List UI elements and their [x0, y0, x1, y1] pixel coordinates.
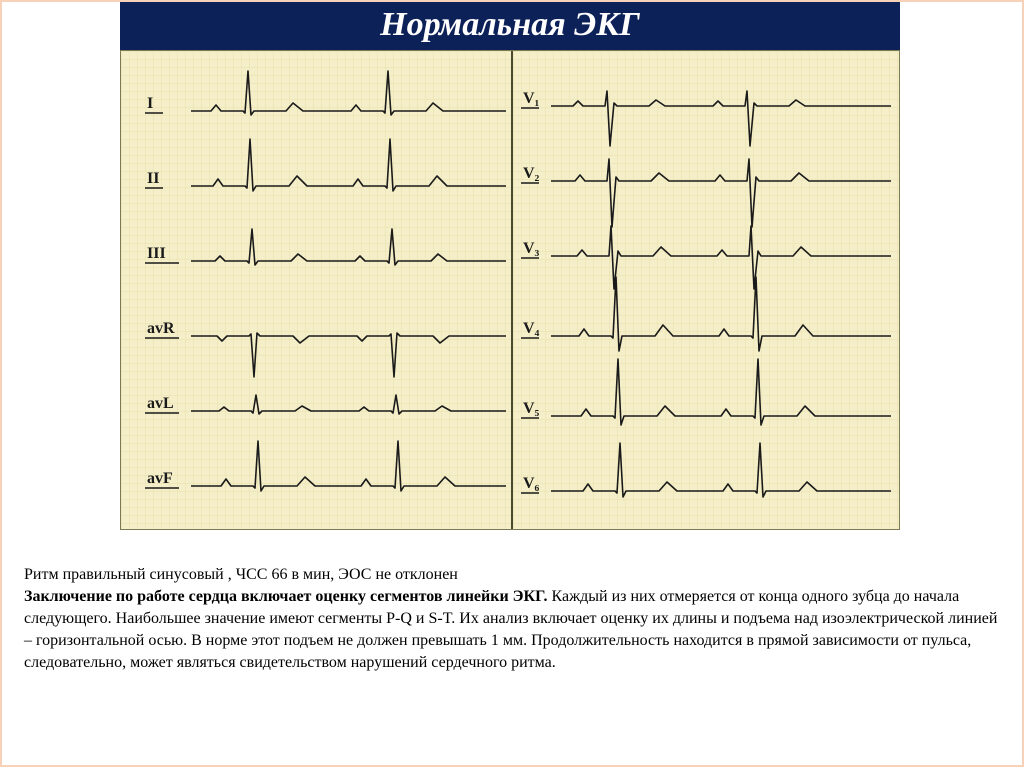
lead-label: V₄: [523, 320, 539, 338]
desc-line1: Ритм правильный синусовый , ЧСС 66 в мин…: [24, 566, 458, 583]
lead-label: avF: [147, 470, 173, 488]
lead-label: V₃: [523, 240, 539, 258]
slide-title: Нормальная ЭКГ: [120, 0, 900, 50]
ecg-panel: IIIIIIavRavLavFV₁V₂V₃V₄V₅V₆: [120, 50, 900, 530]
ecg-traces: [121, 51, 901, 531]
lead-label: avL: [147, 395, 174, 413]
lead-label: V₆: [523, 475, 539, 493]
lead-label: V₅: [523, 400, 539, 418]
desc-bold: Заключение по работе сердца включает оце…: [24, 588, 548, 605]
lead-label: V₂: [523, 165, 539, 183]
lead-label: II: [147, 170, 159, 188]
lead-label: III: [147, 245, 166, 263]
lead-label: V₁: [523, 90, 539, 108]
ecg-slide: Нормальная ЭКГ IIIIIIavRavLavFV₁V₂V₃V₄V₅…: [120, 0, 900, 530]
lead-label: avR: [147, 320, 175, 338]
description-text: Ритм правильный синусовый , ЧСС 66 в мин…: [24, 564, 1002, 674]
lead-label: I: [147, 95, 153, 113]
